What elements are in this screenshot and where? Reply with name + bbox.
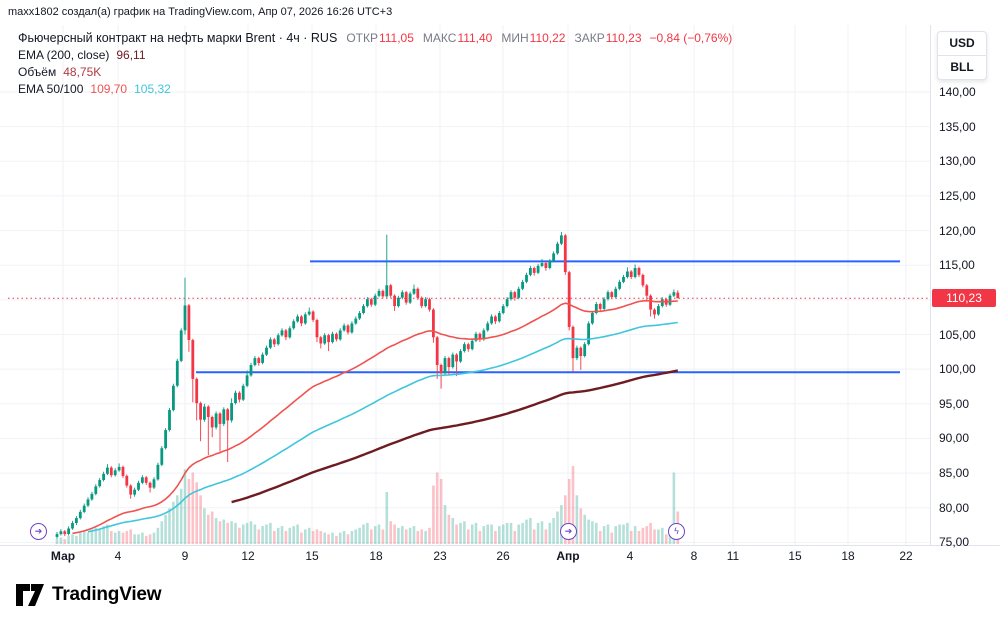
indicator-value: 48,75K [63, 65, 102, 79]
price-axis-separator [930, 25, 931, 545]
indicator-legend: EMA (200, close) 96,11 Объём 48,75K EMA 50/1… [18, 47, 732, 98]
price-tick: 80,00 [939, 500, 970, 515]
ohlc-values: ОТКР111,05 МАКС111,40 МИН110,22 ЗАКР110,23 [337, 31, 641, 45]
time-tick: 4 [114, 549, 122, 563]
ohlc-label: МАКС [422, 31, 457, 45]
level-lines [196, 260, 900, 374]
event-marker-arrow[interactable]: ➔ [560, 523, 577, 540]
time-tick: 4 [626, 549, 634, 563]
unit-button[interactable]: BLL [950, 60, 974, 74]
price-tick: 85,00 [939, 466, 970, 481]
ohlc-label: МИН [501, 31, 529, 45]
ohlc-value: 111,05 [378, 31, 414, 45]
price-tick: 130,00 [939, 154, 976, 169]
indicator-row: Объём 48,75K [18, 64, 732, 81]
indicator-row: EMA (200, close) 96,11 [18, 47, 732, 64]
event-marker-flash[interactable]: ϟ [668, 523, 685, 540]
time-tick: 18 [841, 549, 855, 563]
ohlc-value: 110,22 [529, 31, 566, 45]
attribution: maxx1802 создал(а) график на TradingView… [8, 6, 393, 18]
indicator-label[interactable]: EMA 50/100 [18, 82, 84, 96]
divider [938, 55, 986, 56]
indicator-row: EMA 50/100 109,70 105,32 [18, 81, 732, 98]
time-tick: 11 [726, 549, 740, 563]
price-tick: 95,00 [939, 396, 970, 411]
indicator-label[interactable]: EMA (200, close) [18, 48, 110, 62]
time-tick: 23 [433, 549, 447, 563]
price-tick: 120,00 [939, 223, 976, 238]
time-tick: Мар [50, 549, 76, 563]
price-tick: 105,00 [939, 327, 976, 342]
price-axis[interactable]: 140,00 135,00 130,00 125,00 120,00 115,00 110,… [930, 25, 1000, 549]
ema-200-line [231, 369, 679, 504]
logo-text: TradingView [52, 584, 162, 605]
event-marker-arrow[interactable]: ➔ [30, 523, 47, 540]
indicator-value: 109,70 [90, 82, 128, 96]
chart-canvas[interactable] [0, 25, 930, 545]
time-tick: 8 [690, 549, 698, 563]
time-tick: 26 [496, 549, 510, 563]
time-tick: 15 [788, 549, 802, 563]
chart-area: Фьючерсный контракт на нефть марки Brent… [0, 25, 1000, 567]
price-tick: 100,00 [939, 362, 976, 377]
legend-symbol-row: Фьючерсный контракт на нефть марки Brent… [18, 30, 732, 47]
time-tick: 12 [241, 549, 255, 563]
indicator-value: 105,32 [134, 82, 171, 96]
legend: Фьючерсный контракт на нефть марки Brent… [18, 30, 732, 98]
gridlines [0, 25, 930, 545]
candle-series [55, 232, 680, 539]
time-axis-separator [0, 545, 1000, 546]
indicator-value: 96,11 [116, 48, 146, 62]
unit-switcher: USD BLL [937, 31, 987, 80]
time-tick: Апр [556, 549, 580, 563]
price-tick: 135,00 [939, 119, 976, 134]
price-tick: 125,00 [939, 188, 976, 203]
ohlc-value: 110,23 [605, 31, 642, 45]
price-tick: 90,00 [939, 431, 970, 446]
ohlc-label: ОТКР [346, 31, 378, 45]
last-price-badge: 110,23 [932, 289, 996, 307]
symbol-title[interactable]: Фьючерсный контракт на нефть марки Brent… [18, 31, 338, 45]
volume-series [55, 466, 680, 545]
change-value: −0,84 (−0,76%) [649, 31, 733, 45]
indicator-label[interactable]: Объём [18, 65, 57, 79]
footer: TradingView [0, 575, 1000, 629]
price-tick: 140,00 [939, 85, 976, 99]
ohlc-label: ЗАКР [574, 31, 605, 45]
time-tick: 18 [369, 549, 383, 563]
time-tick: 22 [899, 549, 913, 563]
time-tick: 15 [305, 549, 319, 563]
tradingview-icon [16, 584, 44, 606]
time-tick: 9 [181, 549, 189, 563]
ema-lines [72, 299, 679, 535]
tradingview-logo[interactable]: TradingView [16, 584, 162, 606]
time-axis[interactable]: Мар 4 9 12 15 18 23 26 Апр 4 8 11 15 18 22 [0, 545, 930, 567]
currency-button[interactable]: USD [949, 36, 975, 50]
price-tick: 115,00 [939, 258, 975, 273]
ema-50-line [72, 299, 678, 535]
ema-100-line [87, 321, 678, 533]
ohlc-value: 111,40 [457, 31, 493, 45]
price-tick: 75,00 [939, 535, 970, 550]
